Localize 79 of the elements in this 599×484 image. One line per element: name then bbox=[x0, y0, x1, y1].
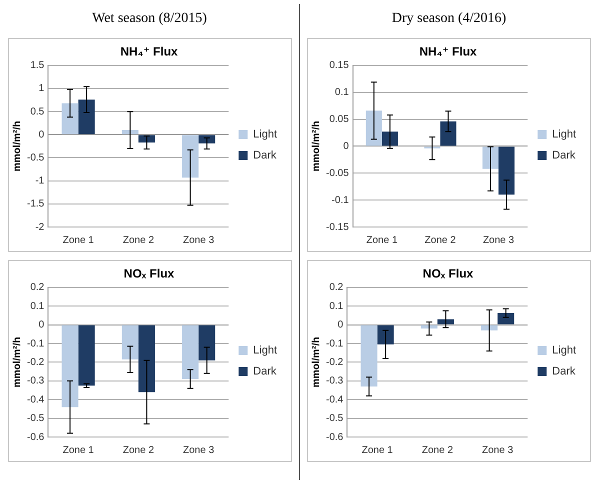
legend-label: Light bbox=[252, 128, 277, 141]
bar bbox=[366, 110, 382, 146]
y-tick-label: -0.5 bbox=[26, 152, 44, 164]
y-tick-label: 0 bbox=[338, 320, 344, 331]
y-tick-label: -1.5 bbox=[26, 198, 44, 210]
y-tick-label: 0.2 bbox=[329, 282, 344, 294]
y-tick-label: -0.2 bbox=[26, 356, 44, 368]
y-tick-label: -2 bbox=[34, 222, 44, 233]
bar bbox=[482, 146, 499, 169]
y-tick-label: 0.1 bbox=[329, 300, 344, 312]
y-tick-label: 0 bbox=[38, 320, 44, 331]
chart-title: NOₓ Flux bbox=[422, 266, 474, 281]
legend-label: Light bbox=[252, 344, 277, 357]
x-tick-label: Zone 3 bbox=[482, 444, 514, 456]
y-tick-label: -0.1 bbox=[26, 338, 44, 350]
y-axis-title: mmol/m²/h bbox=[310, 120, 322, 172]
y-tick-label: 0.05 bbox=[329, 114, 350, 126]
y-tick-label: -0.05 bbox=[326, 168, 350, 179]
legend-label: Dark bbox=[252, 150, 276, 162]
bar bbox=[498, 313, 514, 324]
bar bbox=[498, 146, 515, 195]
bar bbox=[121, 130, 138, 134]
y-tick-label: -0.6 bbox=[26, 432, 44, 443]
chart-title: NH₄⁺ Flux bbox=[120, 44, 178, 59]
y-tick-label: -1 bbox=[34, 176, 44, 187]
y-tick-label: -0.15 bbox=[326, 222, 350, 233]
y-tick-label: -0.2 bbox=[326, 356, 344, 368]
y-axis-title: mmol/m²/h bbox=[310, 336, 322, 388]
x-tick-label: Zone 2 bbox=[122, 444, 154, 456]
bar bbox=[138, 135, 154, 143]
y-tick-label: 0.5 bbox=[30, 106, 44, 118]
bar bbox=[198, 135, 215, 144]
y-axis-title: mmol/m²/h bbox=[11, 336, 22, 388]
x-tick-label: Zone 1 bbox=[362, 444, 394, 456]
legend-label: Dark bbox=[552, 366, 576, 378]
x-tick-label: Zone 3 bbox=[482, 234, 515, 246]
y-tick-label: -0.5 bbox=[26, 413, 44, 424]
chart-title: NH₄⁺ Flux bbox=[419, 44, 478, 59]
bar bbox=[360, 325, 378, 387]
x-tick-label: Zone 1 bbox=[366, 234, 398, 246]
y-tick-label: 1 bbox=[38, 83, 44, 94]
y-tick-label: -0.3 bbox=[26, 376, 44, 387]
legend-label: Dark bbox=[252, 366, 276, 378]
bar bbox=[78, 100, 94, 134]
legend-label: Light bbox=[552, 344, 576, 357]
y-tick-label: 0 bbox=[38, 129, 44, 140]
y-tick-label: 1.5 bbox=[30, 60, 44, 72]
legend-label: Light bbox=[552, 128, 576, 141]
y-tick-label: 0.2 bbox=[30, 282, 44, 294]
y-tick-label: -0.4 bbox=[326, 394, 344, 406]
y-tick-label: 0.15 bbox=[329, 60, 350, 72]
y-tick-label: 0.1 bbox=[30, 300, 44, 312]
chart-title: NOₓ Flux bbox=[123, 266, 174, 281]
x-tick-label: Zone 3 bbox=[182, 234, 214, 246]
x-tick-label: Zone 2 bbox=[122, 234, 154, 246]
legend-label: Dark bbox=[552, 150, 576, 162]
x-tick-label: Zone 3 bbox=[182, 444, 214, 456]
y-tick-label: -0.1 bbox=[332, 194, 350, 206]
x-tick-label: Zone 2 bbox=[422, 444, 454, 456]
bar bbox=[182, 135, 198, 178]
y-tick-label: 0.1 bbox=[334, 87, 350, 98]
y-tick-label: -0.6 bbox=[326, 432, 344, 443]
x-tick-label: Zone 2 bbox=[424, 234, 456, 246]
bar bbox=[437, 319, 454, 324]
chart-subtitle: Dry season (4/2016) bbox=[392, 10, 506, 28]
bar bbox=[440, 121, 456, 146]
bar bbox=[382, 132, 398, 146]
y-tick-label: 0 bbox=[343, 140, 350, 152]
y-tick-label: -0.5 bbox=[326, 413, 344, 424]
y-tick-label: -0.1 bbox=[326, 338, 344, 350]
bar bbox=[377, 325, 394, 344]
y-tick-label: -0.3 bbox=[326, 376, 344, 387]
y-tick-label: -0.4 bbox=[26, 394, 44, 406]
x-tick-label: Zone 1 bbox=[62, 234, 94, 246]
x-tick-label: Zone 1 bbox=[62, 444, 94, 456]
y-axis-title: mmol/m²/h bbox=[11, 120, 22, 172]
bar bbox=[481, 325, 498, 330]
chart-subtitle: Wet season (8/2015) bbox=[92, 10, 207, 28]
bar bbox=[61, 103, 78, 134]
